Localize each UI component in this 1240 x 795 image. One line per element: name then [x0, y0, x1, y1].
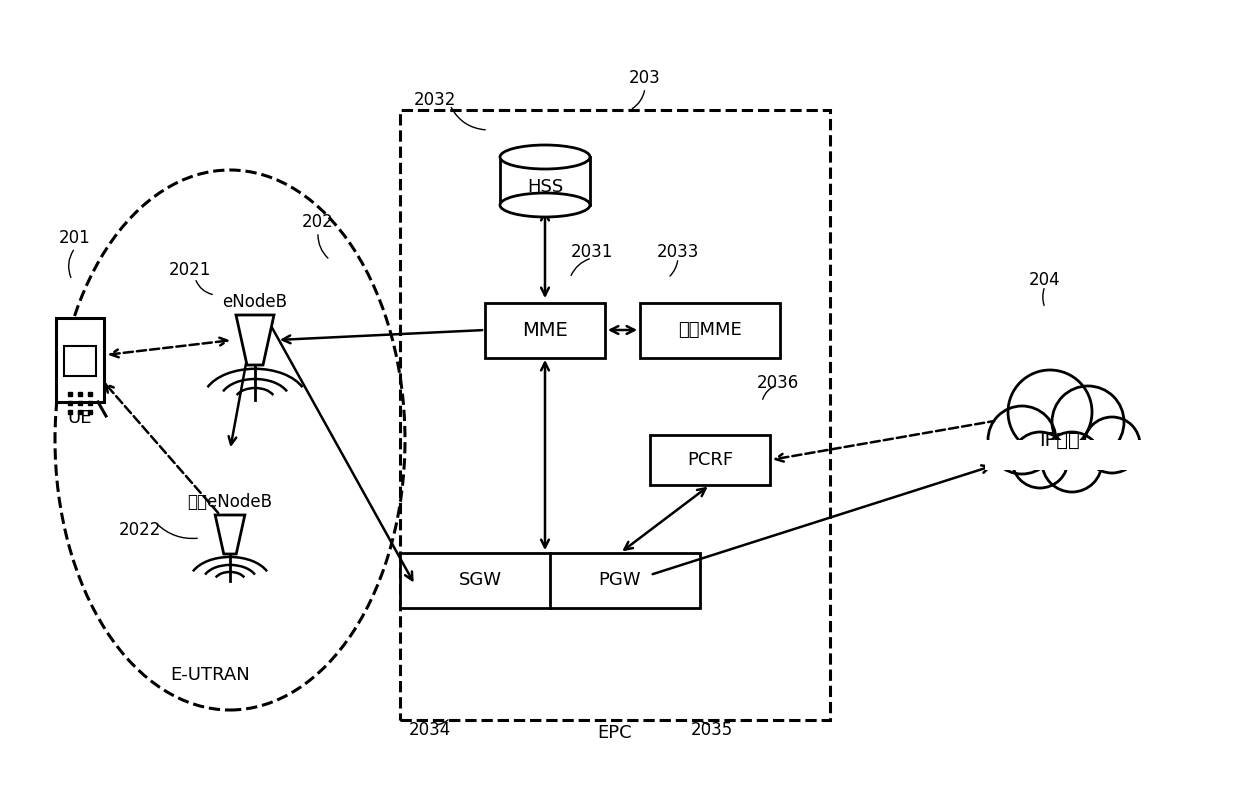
- Text: E-UTRAN: E-UTRAN: [170, 666, 249, 684]
- Text: 204: 204: [1029, 271, 1060, 289]
- Text: 2032: 2032: [414, 91, 456, 109]
- Ellipse shape: [500, 193, 590, 217]
- Text: 203: 203: [629, 69, 661, 87]
- Circle shape: [1052, 386, 1123, 458]
- Circle shape: [1042, 432, 1102, 492]
- Bar: [985, 440, 1142, 470]
- Text: PGW: PGW: [599, 571, 641, 589]
- Bar: [401, 553, 701, 607]
- Polygon shape: [216, 515, 244, 554]
- Text: eNodeB: eNodeB: [222, 293, 288, 311]
- Text: PCRF: PCRF: [687, 451, 733, 469]
- Text: IP业务: IP业务: [1039, 431, 1080, 449]
- Bar: [640, 303, 780, 358]
- Bar: [650, 435, 770, 485]
- Circle shape: [1008, 370, 1092, 454]
- Text: 2036: 2036: [756, 374, 799, 392]
- Text: HSS: HSS: [527, 178, 563, 196]
- Text: 2022: 2022: [119, 521, 161, 539]
- Text: 2033: 2033: [657, 243, 699, 261]
- Text: 2021: 2021: [169, 261, 211, 279]
- Text: 其它eNodeB: 其它eNodeB: [187, 493, 273, 511]
- Bar: [56, 318, 104, 402]
- Bar: [485, 303, 605, 358]
- Circle shape: [1084, 417, 1140, 473]
- Text: SGW: SGW: [459, 571, 501, 589]
- Bar: [500, 157, 590, 205]
- Text: 2035: 2035: [691, 721, 733, 739]
- Ellipse shape: [500, 145, 590, 169]
- Circle shape: [988, 406, 1056, 474]
- Text: UE: UE: [68, 409, 92, 427]
- Polygon shape: [236, 315, 274, 365]
- Text: 2031: 2031: [570, 243, 614, 261]
- Text: 202: 202: [303, 213, 334, 231]
- Text: MME: MME: [522, 320, 568, 339]
- Text: 其它MME: 其它MME: [678, 321, 742, 339]
- Text: 2034: 2034: [409, 721, 451, 739]
- Bar: [401, 110, 830, 720]
- Circle shape: [1012, 432, 1068, 488]
- Bar: [64, 346, 95, 376]
- Text: 201: 201: [60, 229, 91, 247]
- Text: EPC: EPC: [598, 724, 632, 742]
